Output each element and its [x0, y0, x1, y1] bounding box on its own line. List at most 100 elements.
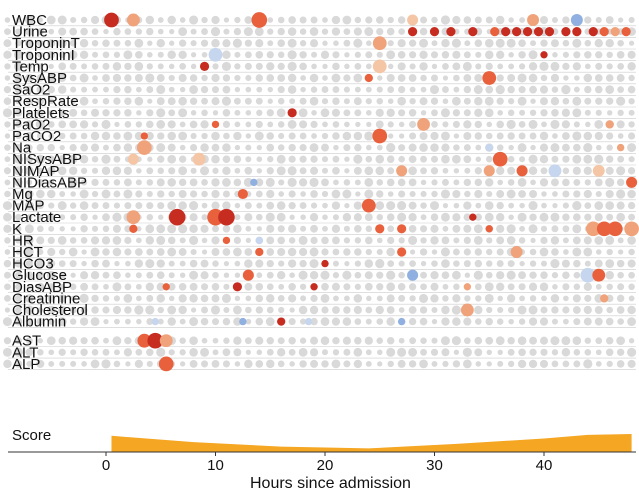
neutral-dot	[81, 86, 88, 93]
neutral-dot	[430, 143, 439, 152]
neutral-dot	[310, 155, 318, 163]
neutral-dot	[277, 225, 285, 233]
neutral-dot	[277, 337, 285, 345]
neutral-dot	[25, 337, 33, 345]
neutral-dot	[256, 168, 262, 174]
neutral-dot	[583, 359, 593, 369]
neutral-dot	[254, 27, 264, 36]
neutral-dot	[222, 178, 231, 187]
neutral-dot	[550, 119, 560, 129]
neutral-dot	[431, 16, 438, 24]
neutral-dot	[157, 63, 164, 70]
neutral-dot	[539, 178, 549, 187]
neutral-dot	[91, 63, 99, 70]
neutral-dot	[167, 131, 176, 141]
neutral-dot	[453, 168, 460, 174]
neutral-dot	[3, 337, 12, 345]
neutral-dot	[365, 63, 372, 70]
neutral-dot	[58, 62, 67, 71]
neutral-dot	[190, 28, 197, 35]
neutral-dot	[90, 247, 100, 257]
neutral-dot	[486, 349, 492, 355]
neutral-dot	[518, 121, 526, 128]
neutral-dot	[146, 27, 154, 36]
neutral-dot	[322, 17, 328, 23]
feature-label: Cholesterol	[12, 302, 88, 319]
neutral-dot	[112, 247, 122, 257]
neutral-dot	[278, 132, 285, 140]
neutral-dot	[157, 167, 164, 175]
neutral-dot	[179, 272, 186, 278]
neutral-dot	[157, 51, 164, 58]
neutral-dot	[102, 259, 110, 268]
neutral-dot	[607, 110, 613, 116]
neutral-dot	[124, 236, 132, 245]
neutral-dot	[179, 337, 186, 344]
neutral-dot	[189, 336, 198, 346]
neutral-dot	[201, 16, 208, 24]
neutral-dot	[616, 189, 626, 199]
neutral-dot	[70, 214, 77, 221]
neutral-dot	[244, 97, 252, 105]
neutral-dot	[278, 260, 285, 267]
neutral-dot	[70, 98, 76, 105]
neutral-dot	[234, 272, 241, 278]
neutral-dot	[507, 166, 516, 175]
neutral-dot	[583, 143, 593, 153]
neutral-dot	[3, 259, 12, 268]
neutral-dot	[484, 201, 494, 210]
neutral-dot	[266, 167, 274, 175]
neutral-dot	[211, 143, 220, 152]
neutral-dot	[36, 85, 45, 94]
neutral-dot	[288, 237, 296, 244]
neutral-dot	[59, 98, 65, 104]
neutral-dot	[573, 86, 580, 93]
neutral-dot	[102, 62, 110, 70]
neutral-dot	[365, 360, 372, 367]
neutral-dot	[540, 167, 548, 175]
neutral-dot	[474, 213, 482, 221]
neutral-dot	[474, 283, 482, 291]
neutral-dot	[420, 337, 427, 344]
neutral-dot	[507, 85, 515, 94]
neutral-dot	[474, 348, 483, 357]
neutral-dot	[408, 155, 417, 164]
neutral-dot	[595, 144, 602, 151]
neutral-dot	[408, 143, 417, 152]
attribution-dot	[588, 27, 598, 37]
neutral-dot	[81, 63, 88, 70]
neutral-dot	[80, 109, 88, 117]
neutral-dot	[485, 155, 493, 163]
neutral-dot	[376, 179, 384, 186]
neutral-dot	[200, 143, 209, 152]
neutral-dot	[311, 110, 317, 116]
neutral-dot	[496, 120, 504, 129]
neutral-dot	[298, 178, 308, 187]
neutral-dot	[332, 349, 340, 356]
neutral-dot	[276, 108, 286, 118]
neutral-dot	[135, 50, 143, 59]
neutral-dot	[616, 348, 625, 356]
neutral-dot	[398, 28, 405, 35]
neutral-dot	[474, 189, 483, 199]
neutral-dot	[474, 96, 483, 106]
neutral-dot	[452, 189, 461, 199]
neutral-dot	[562, 360, 570, 368]
neutral-dot	[529, 248, 537, 256]
neutral-dot	[80, 179, 88, 186]
neutral-dot	[277, 121, 285, 128]
attribution-dot	[585, 221, 601, 237]
neutral-dot	[168, 109, 176, 117]
neutral-dot	[311, 63, 317, 70]
neutral-dot	[332, 248, 340, 256]
neutral-dot	[342, 336, 351, 345]
neutral-dot	[409, 132, 417, 140]
neutral-dot	[386, 282, 396, 292]
neutral-dot	[113, 295, 121, 302]
neutral-dot	[628, 295, 635, 302]
neutral-dot	[408, 109, 417, 117]
neutral-dot	[386, 143, 396, 153]
neutral-dot	[518, 132, 526, 140]
neutral-dot	[430, 131, 439, 141]
neutral-dot	[331, 224, 341, 233]
